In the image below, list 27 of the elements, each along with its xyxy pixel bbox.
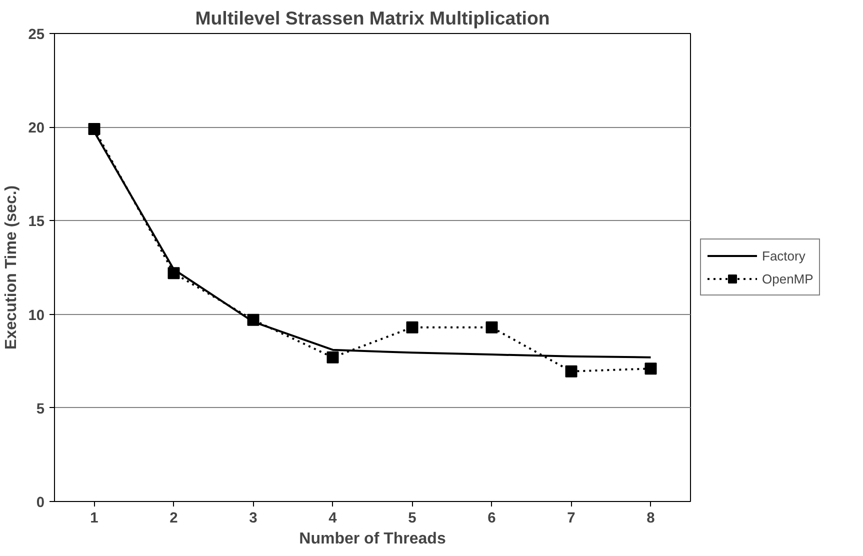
x-axis-title: Number of Threads bbox=[299, 530, 446, 548]
point bbox=[644, 362, 657, 375]
point bbox=[88, 122, 100, 135]
point bbox=[168, 267, 180, 280]
x-tick-label: 3 bbox=[249, 510, 258, 526]
x-tick-label: 6 bbox=[488, 510, 496, 526]
point bbox=[486, 321, 498, 334]
point bbox=[247, 314, 260, 326]
x-tick-label: 4 bbox=[328, 510, 338, 526]
y-tick-label: 0 bbox=[36, 495, 45, 511]
y-axis-title: Execution Time (sec.) bbox=[3, 185, 20, 350]
y-tick-label: 20 bbox=[28, 120, 45, 137]
legend-label: OpenMP bbox=[762, 271, 814, 286]
x-tick-label: 2 bbox=[170, 510, 178, 526]
x-tick-label: 7 bbox=[567, 510, 576, 526]
y-tick-label: 5 bbox=[36, 401, 45, 418]
x-tick-label: 1 bbox=[90, 510, 98, 526]
x-tick-label: 5 bbox=[408, 510, 416, 526]
y-tick-label: 10 bbox=[28, 308, 45, 324]
point bbox=[406, 321, 418, 334]
x-tick-label: 8 bbox=[646, 510, 655, 526]
y-tick-label: 15 bbox=[28, 214, 45, 230]
legend-label: Factory bbox=[762, 248, 806, 263]
chart-title: Multilevel Strassen Matrix Multiplication bbox=[195, 8, 550, 28]
point bbox=[326, 351, 339, 364]
point bbox=[565, 365, 578, 378]
y-tick-label: 25 bbox=[28, 27, 45, 43]
